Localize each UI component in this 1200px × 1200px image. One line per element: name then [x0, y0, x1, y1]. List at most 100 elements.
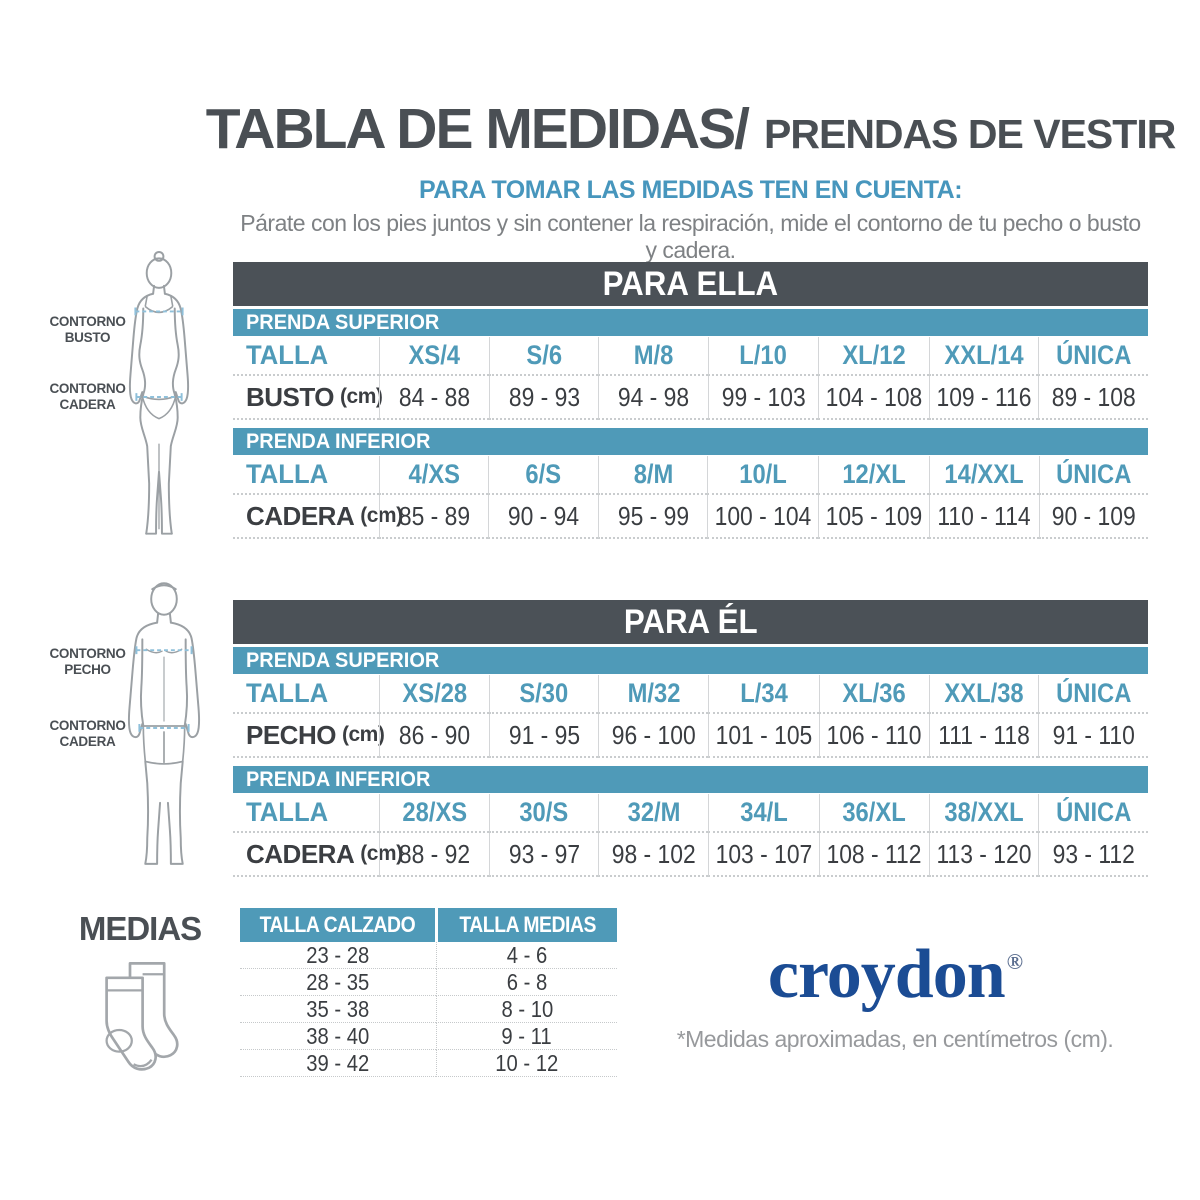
- size-cell: 6/S: [488, 456, 598, 495]
- socks-table-body: 23 - 28 4 - 6 28 - 35 6 - 8 35 - 38 8 - …: [240, 942, 617, 1077]
- header: TABLA DE MEDIDAS/ PRENDAS DE VESTIR PARA…: [206, 96, 1177, 264]
- shoe-size-header: TALLA CALZADO: [240, 908, 435, 942]
- size-cell: L/34: [708, 675, 819, 714]
- value-cell: 93 - 97: [488, 833, 599, 877]
- size-cell: ÚNICA: [1038, 337, 1148, 376]
- size-cell: XXL/14: [928, 337, 1039, 376]
- value-cell: 111 - 118: [928, 714, 1039, 758]
- size-cell: 30/S: [488, 794, 599, 833]
- value-cell: 84 - 88: [379, 376, 489, 420]
- women-lower-band: PRENDA INFERIOR: [233, 428, 1148, 455]
- size-cell: ÚNICA: [1038, 456, 1148, 495]
- size-cell: M/8: [598, 337, 709, 376]
- shoe-size-cell: 35 - 38: [240, 996, 436, 1023]
- bust-contour-label: CONTORNO BUSTO: [49, 314, 126, 346]
- value-cell: 90 - 109: [1038, 495, 1148, 539]
- value-cell: 98 - 102: [598, 833, 709, 877]
- size-cell: 38/XXL: [928, 794, 1039, 833]
- size-header-cell: TALLA: [233, 794, 379, 833]
- sock-size-cell: 4 - 6: [436, 942, 617, 969]
- women-upper-grid: TALLA XS/4 S/6 M/8 L/10 XL/12 XXL/14 ÚNI…: [233, 337, 1148, 420]
- shoe-size-cell: 23 - 28: [240, 942, 436, 969]
- men-upper-band: PRENDA SUPERIOR: [233, 647, 1148, 674]
- sock-size-header: TALLA MEDIAS: [438, 908, 617, 942]
- size-header-cell: TALLA: [233, 675, 379, 714]
- sock-size-cell: 9 - 11: [436, 1023, 617, 1050]
- size-cell: ÚNICA: [1038, 675, 1148, 714]
- registered-mark: ®: [1006, 949, 1023, 974]
- socks-section-title: MEDIAS: [78, 910, 202, 947]
- value-cell: 100 - 104: [707, 495, 819, 539]
- socks-size-table: TALLA CALZADO TALLA MEDIAS 23 - 28 4 - 6…: [240, 908, 617, 1077]
- croydon-logo: croydon®: [767, 936, 1023, 1013]
- men-lower-grid: TALLA 28/XS 30/S 32/M 34/L 36/XL 38/XXL …: [233, 794, 1148, 877]
- value-cell: 96 - 100: [598, 714, 709, 758]
- value-cell: 91 - 95: [488, 714, 599, 758]
- women-lower-grid: TALLA 4/XS 6/S 8/M 10/L 12/XL 14/XXL ÚNI…: [233, 456, 1148, 539]
- title-main: TABLA DE MEDIDAS/: [205, 97, 750, 161]
- size-cell: XS/4: [379, 337, 489, 376]
- size-cell: ÚNICA: [1038, 794, 1148, 833]
- hip-contour-label: CONTORNO CADERA: [49, 718, 126, 750]
- size-header-cell: TALLA: [233, 337, 379, 376]
- sock-size-cell: 10 - 12: [436, 1050, 617, 1077]
- male-figure-block: CONTORNO PECHO CONTORNO CADERA: [35, 578, 245, 878]
- socks-table-header: TALLA CALZADO TALLA MEDIAS: [240, 908, 617, 942]
- women-size-table: PARA ELLA PRENDA SUPERIOR TALLA XS/4 S/6…: [233, 262, 1148, 539]
- size-cell: XS/28: [379, 675, 489, 714]
- size-cell: 4/XS: [379, 456, 489, 495]
- value-cell: 89 - 93: [488, 376, 599, 420]
- value-cell: 110 - 114: [929, 495, 1039, 539]
- men-size-table: PARA ÉL PRENDA SUPERIOR TALLA XS/28 S/30…: [233, 600, 1148, 877]
- value-cell: 88 - 92: [379, 833, 489, 877]
- female-figure-block: CONTORNO BUSTO CONTORNO CADERA: [35, 246, 245, 552]
- value-cell: 113 - 120: [928, 833, 1039, 877]
- measure-label-cell: CADERA (cm): [233, 833, 403, 877]
- men-table-title-bar: PARA ÉL: [233, 600, 1148, 644]
- size-cell: 14/XXL: [929, 456, 1039, 495]
- value-cell: 105 - 109: [818, 495, 930, 539]
- size-cell: XL/36: [818, 675, 929, 714]
- value-cell: 93 - 112: [1038, 833, 1148, 877]
- size-cell: S/6: [488, 337, 599, 376]
- size-cell: 10/L: [707, 456, 819, 495]
- measure-label-cell: BUSTO (cm): [233, 376, 383, 420]
- sock-size-cell: 6 - 8: [436, 969, 617, 996]
- size-cell: M/32: [598, 675, 709, 714]
- brand-block: croydon® *Medidas aproximadas, en centím…: [655, 940, 1135, 1053]
- value-cell: 99 - 103: [708, 376, 818, 420]
- chest-contour-label: CONTORNO PECHO: [49, 646, 126, 678]
- size-cell: 34/L: [708, 794, 819, 833]
- men-lower-band: PRENDA INFERIOR: [233, 766, 1148, 793]
- intro-body: Párate con los pies juntos y sin contene…: [240, 210, 1141, 263]
- size-cell: 12/XL: [818, 456, 930, 495]
- value-cell: 101 - 105: [708, 714, 819, 758]
- value-cell: 104 - 108: [817, 376, 929, 420]
- male-figure-icon: [127, 582, 201, 865]
- women-table-title-bar: PARA ELLA: [233, 262, 1148, 306]
- title-sub: PRENDAS DE VESTIR: [764, 111, 1176, 157]
- page-title: TABLA DE MEDIDAS/ PRENDAS DE VESTIR: [206, 96, 1177, 162]
- men-upper-grid: TALLA XS/28 S/30 M/32 L/34 XL/36 XXL/38 …: [233, 675, 1148, 758]
- value-cell: 109 - 116: [928, 376, 1039, 420]
- size-cell: XL/12: [817, 337, 929, 376]
- measure-label-cell: PECHO (cm): [233, 714, 385, 758]
- measures-footnote: *Medidas aproximadas, en centímetros (cm…: [676, 1026, 1114, 1052]
- hip-contour-label: CONTORNO CADERA: [49, 381, 126, 413]
- socks-icon: [105, 962, 179, 1071]
- value-cell: 108 - 112: [818, 833, 929, 877]
- female-figure-icon: [128, 250, 190, 535]
- shoe-size-cell: 39 - 42: [240, 1050, 436, 1077]
- size-cell: 8/M: [597, 456, 708, 495]
- women-upper-band: PRENDA SUPERIOR: [233, 309, 1148, 336]
- size-cell: 36/XL: [818, 794, 929, 833]
- value-cell: 106 - 110: [818, 714, 929, 758]
- intro-heading: PARA TOMAR LAS MEDIDAS TEN EN CUENTA:: [418, 176, 963, 204]
- size-cell: L/10: [708, 337, 818, 376]
- value-cell: 90 - 94: [488, 495, 598, 539]
- value-cell: 94 - 98: [598, 376, 709, 420]
- value-cell: 89 - 108: [1038, 376, 1148, 420]
- size-cell: 32/M: [598, 794, 709, 833]
- value-cell: 95 - 99: [597, 495, 708, 539]
